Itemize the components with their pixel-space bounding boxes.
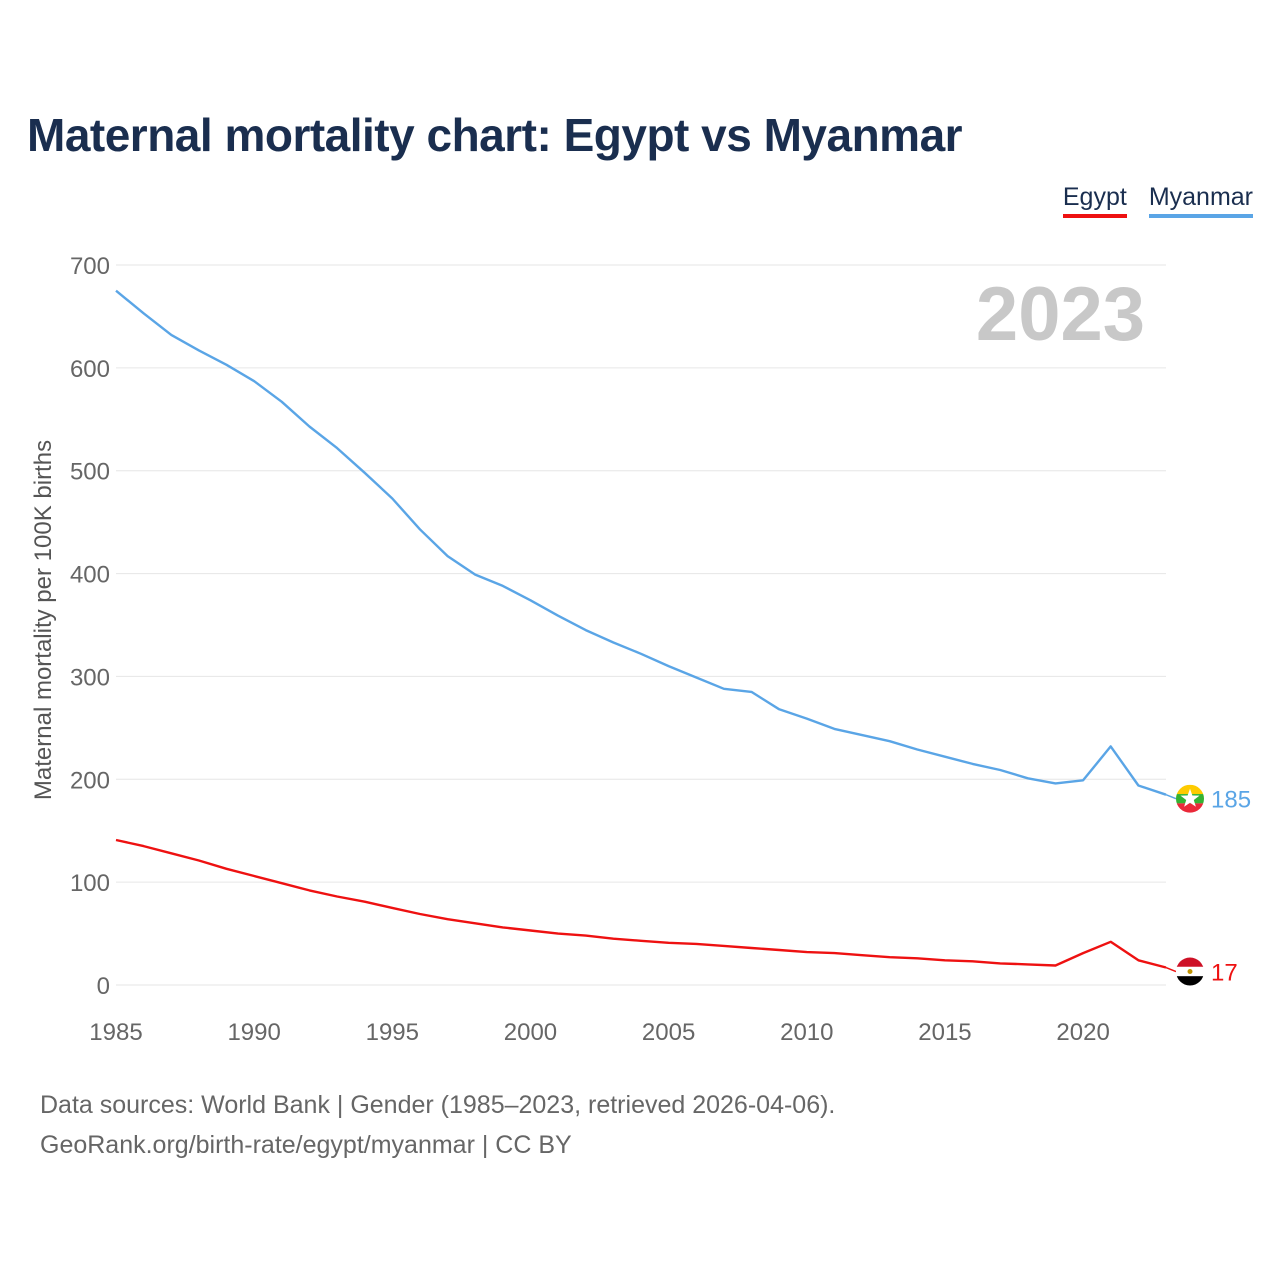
y-tick-label-0: 0: [97, 973, 110, 1000]
y-tick-labels: 0 100 200 300 400 500 600 700: [70, 253, 110, 1000]
end-markers: 185 17: [1165, 784, 1251, 987]
myanmar-flag-icon: [1176, 784, 1204, 813]
y-tick-label-300: 300: [70, 664, 110, 691]
x-tick-label-2000: 2000: [504, 1019, 557, 1046]
y-tick-label-200: 200: [70, 767, 110, 794]
x-tick-label-1990: 1990: [227, 1019, 280, 1046]
y-tick-label-700: 700: [70, 253, 110, 280]
egypt-flag-icon: [1176, 957, 1204, 986]
chart-title: Maternal mortality chart: Egypt vs Myanm…: [27, 109, 963, 161]
grid-lines: [116, 264, 1166, 986]
year-watermark: 2023: [976, 272, 1145, 357]
end-value-label-egypt: 17: [1211, 960, 1238, 987]
x-tick-label-2020: 2020: [1056, 1019, 1109, 1046]
sources-note: Data sources: World Bank | Gender (1985–…: [40, 1085, 835, 1165]
legend-item-egypt[interactable]: Egypt: [1062, 183, 1127, 218]
x-tick-label-2010: 2010: [780, 1019, 833, 1046]
x-tick-labels: 1985 1990 1995 2000 2005 2010 2015 2020: [89, 1019, 1109, 1046]
end-connector-myanmar: [1165, 794, 1177, 800]
source-line-2[interactable]: GeoRank.org/birth-rate/egypt/myanmar | C…: [40, 1131, 572, 1159]
y-tick-label-400: 400: [70, 562, 110, 589]
end-connector-egypt: [1165, 966, 1177, 973]
source-line-1: Data sources: World Bank | Gender (1985–…: [40, 1091, 836, 1119]
legend-item-myanmar[interactable]: Myanmar: [1148, 183, 1253, 218]
y-tick-label-600: 600: [70, 356, 110, 383]
x-tick-label-1985: 1985: [89, 1019, 142, 1046]
x-tick-label-2005: 2005: [642, 1019, 695, 1046]
x-tick-label-1995: 1995: [366, 1019, 419, 1046]
y-tick-label-100: 100: [70, 870, 110, 897]
y-axis-label: Maternal mortality per 100K births: [30, 440, 57, 800]
series-line-myanmar: [115, 289, 1167, 796]
x-tick-label-2015: 2015: [918, 1019, 971, 1046]
legend: Egypt Myanmar: [1062, 183, 1253, 218]
end-value-label-myanmar: 185: [1211, 787, 1251, 814]
series-line-egypt: [115, 838, 1167, 969]
y-tick-label-500: 500: [70, 459, 110, 486]
series-lines: [115, 289, 1167, 969]
